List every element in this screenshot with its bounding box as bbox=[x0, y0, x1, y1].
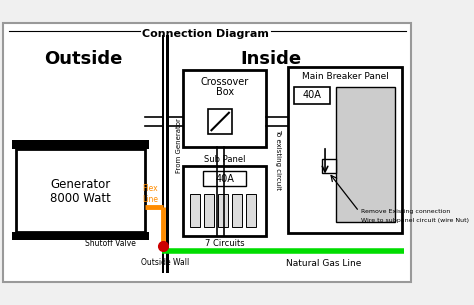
Bar bbox=[231, 194, 242, 227]
Text: Sub Panel: Sub Panel bbox=[204, 156, 246, 164]
Text: Natural Gas Line: Natural Gas Line bbox=[286, 259, 361, 267]
Text: Box: Box bbox=[216, 87, 234, 97]
Bar bbox=[183, 166, 266, 236]
Text: Inside: Inside bbox=[240, 50, 301, 68]
Bar bbox=[208, 109, 232, 134]
Text: Shutoff Valve: Shutoff Valve bbox=[85, 239, 137, 248]
Bar bbox=[321, 159, 336, 173]
Bar bbox=[166, 35, 169, 273]
Bar bbox=[12, 231, 148, 240]
Bar bbox=[183, 70, 266, 147]
Text: 7 Circuits: 7 Circuits bbox=[205, 239, 245, 248]
Text: 8000 Watt: 8000 Watt bbox=[50, 192, 111, 205]
Bar bbox=[203, 171, 246, 186]
Bar bbox=[293, 87, 330, 104]
Bar bbox=[218, 194, 228, 227]
Bar bbox=[12, 140, 148, 149]
Bar bbox=[16, 149, 145, 231]
Text: Connection Diagram: Connection Diagram bbox=[142, 29, 269, 39]
Bar bbox=[162, 35, 164, 273]
Bar bbox=[246, 194, 256, 227]
Bar bbox=[203, 194, 214, 227]
Text: Flex
Line: Flex Line bbox=[142, 184, 158, 204]
Text: Main Breaker Panel: Main Breaker Panel bbox=[301, 72, 389, 81]
Text: 40A: 40A bbox=[215, 174, 234, 184]
Text: Outside: Outside bbox=[44, 50, 122, 68]
Text: Wire to subpanel circuit (wire Nut): Wire to subpanel circuit (wire Nut) bbox=[361, 217, 469, 223]
Text: Crossover: Crossover bbox=[201, 77, 249, 87]
Text: 40A: 40A bbox=[302, 90, 321, 100]
Bar bbox=[336, 87, 395, 222]
Text: From Generator: From Generator bbox=[176, 119, 182, 173]
Bar bbox=[288, 67, 402, 233]
Bar bbox=[190, 194, 200, 227]
Text: Outside Wall: Outside Wall bbox=[141, 258, 189, 267]
Text: To existing circuit: To existing circuit bbox=[275, 128, 281, 189]
Text: Remove Existing connection: Remove Existing connection bbox=[361, 209, 450, 214]
Text: Generator: Generator bbox=[50, 178, 110, 191]
